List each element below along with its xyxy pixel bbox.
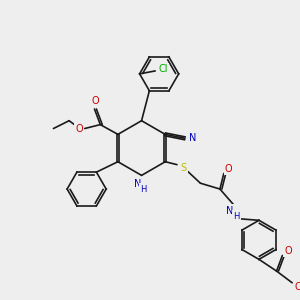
Text: O: O [284,246,292,256]
Text: O: O [92,96,99,106]
Text: H: H [140,184,147,194]
Text: O: O [75,124,83,134]
Text: N: N [134,179,141,189]
Text: S: S [181,163,187,172]
Text: N: N [226,206,233,215]
Text: O: O [225,164,232,174]
Text: N: N [189,133,196,143]
Text: H: H [233,212,240,221]
Text: Cl: Cl [158,64,168,74]
Text: O: O [294,282,300,292]
